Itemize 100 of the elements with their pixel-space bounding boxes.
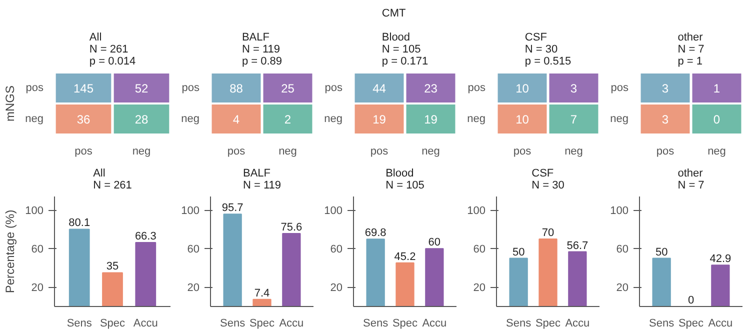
x-tick-label: pos [227, 146, 246, 158]
y-tick-label: 100 [25, 205, 44, 218]
y-tick-label: 60 [330, 244, 343, 256]
data-label: 75.6 [280, 222, 302, 234]
data-label: 3 [570, 82, 578, 96]
y-tick-label: pos [182, 82, 200, 94]
x-axis-title: CMT [382, 8, 406, 20]
chart-title: Blood [386, 168, 414, 180]
x-tick-label: Sens [66, 318, 92, 330]
bar [102, 272, 123, 306]
chart-title: BALF [242, 168, 271, 180]
y-tick-label: 100 [610, 205, 629, 218]
y-tick-label: 60 [187, 244, 200, 256]
data-label: 45.2 [394, 250, 416, 263]
data-label: 10 [516, 112, 530, 126]
x-tick-label: neg [278, 146, 297, 158]
x-tick-label: Accu [708, 318, 733, 330]
y-tick-label: 60 [473, 244, 486, 256]
chart-subtitle: N = 105 [386, 180, 424, 192]
chart-subtitle: N = 261 [89, 44, 128, 56]
data-label: 69.8 [364, 227, 386, 240]
y-tick-label: 100 [324, 205, 343, 218]
y-tick-label: 20 [330, 282, 343, 294]
x-tick-label: pos [656, 146, 675, 158]
data-label: 3 [662, 112, 669, 126]
y-tick-label: 100 [467, 205, 486, 218]
bar [568, 251, 587, 306]
data-label: 66.3 [134, 230, 156, 243]
data-label: 42.9 [710, 253, 732, 266]
data-label: 88 [230, 82, 244, 96]
chart-subtitle: N = 30 [532, 180, 564, 192]
x-tick-label: Accu [133, 318, 158, 330]
bar [366, 238, 385, 306]
chart-subtitle: N = 119 [242, 180, 282, 192]
data-label: 0 [713, 112, 720, 126]
data-label: 35 [106, 260, 119, 273]
chart-subtitle: N = 7 [678, 44, 704, 56]
bar [509, 258, 528, 306]
data-label: 50 [512, 246, 525, 258]
bar [282, 233, 301, 306]
x-tick-label: pos [370, 146, 389, 158]
x-tick-label: Accu [279, 318, 304, 330]
data-label: 52 [134, 82, 148, 96]
x-tick-label: Sens [649, 318, 675, 330]
chart-subtitle: N = 105 [382, 44, 421, 56]
x-tick-label: neg [564, 146, 583, 158]
text: p = 0.171 [382, 56, 428, 68]
y-axis-title: Percentage (%) [3, 210, 18, 294]
y-tick-label: neg [610, 113, 629, 125]
y-tick-label: pos [324, 82, 343, 94]
x-tick-label: Spec [392, 318, 418, 330]
y-tick-label: pos [26, 82, 44, 94]
x-tick-label: neg [132, 146, 151, 158]
y-tick-label: 20 [31, 282, 44, 294]
data-label: 60 [428, 236, 441, 249]
y-tick-label: neg [467, 113, 486, 125]
y-tick-label: pos [468, 82, 486, 94]
data-label: 2 [284, 112, 292, 126]
data-label: 44 [372, 82, 386, 96]
data-label: 25 [281, 82, 295, 96]
x-tick-label: pos [513, 146, 532, 158]
x-tick-label: Sens [506, 318, 532, 330]
chart-title: Blood [382, 32, 410, 44]
chart-title: CSF [532, 168, 554, 180]
y-tick-label: neg [181, 113, 200, 125]
text: p = 0.014 [89, 56, 136, 68]
y-tick-label: 20 [616, 282, 629, 294]
x-tick-label: Spec [678, 318, 704, 330]
data-label: 70 [542, 226, 554, 239]
x-tick-label: Sens [363, 318, 389, 330]
data-label: 7 [570, 112, 578, 126]
data-label: 0 [688, 294, 694, 306]
data-label: 28 [134, 112, 148, 126]
text: p = 0.89 [242, 56, 282, 68]
x-tick-label: Sens [220, 318, 246, 330]
data-label: 145 [73, 82, 94, 96]
chart-title: CSF [524, 32, 548, 44]
y-tick-label: neg [324, 113, 343, 125]
bar [538, 238, 558, 306]
data-label: 1 [713, 82, 720, 96]
chart-subtitle: N = 261 [93, 180, 132, 192]
data-label: 80.1 [68, 217, 90, 230]
x-tick-label: Spec [100, 318, 126, 330]
bar [223, 214, 242, 306]
x-tick-label: neg [422, 146, 440, 158]
data-label: 56.7 [566, 240, 588, 252]
x-tick-label: Spec [535, 318, 562, 330]
y-tick-label: 100 [181, 205, 200, 218]
text: p = 0.515 [524, 56, 572, 68]
x-tick-label: Accu [565, 318, 590, 330]
data-label: 95.7 [222, 202, 244, 214]
bar [425, 248, 444, 306]
bar [252, 298, 272, 306]
chart-subtitle: N = 119 [242, 44, 280, 56]
data-label: 19 [372, 112, 386, 126]
data-label: 19 [424, 112, 438, 126]
bar [396, 262, 414, 306]
y-tick-label: 60 [616, 244, 629, 256]
bar [135, 242, 156, 306]
chart-title: BALF [242, 32, 270, 44]
